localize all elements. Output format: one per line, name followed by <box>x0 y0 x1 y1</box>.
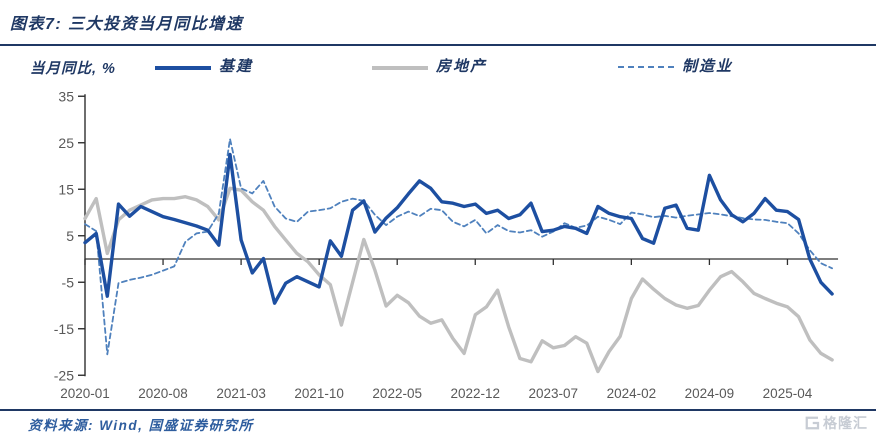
footer-divider <box>0 409 876 411</box>
legend-item-manufacturing: 制造业 <box>682 58 734 75</box>
infrastructure-legend-line-icon <box>155 66 211 70</box>
x-tick-label: 2024-09 <box>685 386 735 401</box>
legend-item-infrastructure: 基建 <box>219 58 254 75</box>
y-axis-unit-label: 当月同比, % <box>30 61 116 77</box>
legend-item-realestate: 房地产 <box>436 58 488 75</box>
series-realestate <box>83 186 834 374</box>
x-tick-label: 2021-03 <box>216 386 266 401</box>
source-note: 资料来源: Wind, 国盛证券研究所 <box>28 418 254 433</box>
x-tick-label: 2020-01 <box>60 386 110 401</box>
y-tick-label: 15 <box>58 181 74 197</box>
x-tick-label: 2023-07 <box>529 386 579 401</box>
x-tick-label: 2025-04 <box>763 386 813 401</box>
x-tick-label: 2020-08 <box>138 386 188 401</box>
gelonghui-logo-icon <box>805 416 820 430</box>
realestate-legend-line-icon <box>372 66 428 70</box>
y-tick-label: -15 <box>54 321 74 337</box>
gelonghui-logo-text: 格隆汇 <box>823 415 868 431</box>
y-tick-label: -5 <box>62 274 75 290</box>
series-manufacturing <box>84 138 833 356</box>
x-tick-label: 2022-05 <box>372 386 422 401</box>
y-tick-label: -25 <box>54 367 74 383</box>
header-divider <box>0 44 876 46</box>
y-tick-label: 35 <box>58 88 74 104</box>
y-tick-label: 5 <box>66 228 74 244</box>
x-tick-label: 2024-02 <box>607 386 657 401</box>
series-infrastructure <box>83 152 834 305</box>
gelonghui-logo: 格隆汇 <box>803 413 868 433</box>
x-tick-label: 2022-12 <box>450 386 500 401</box>
page-title: 图表7: 三大投资当月同比增速 <box>10 16 244 33</box>
manufacturing-legend-line-icon <box>618 66 674 68</box>
x-tick-label: 2021-10 <box>294 386 344 401</box>
y-tick-label: 25 <box>58 135 74 151</box>
